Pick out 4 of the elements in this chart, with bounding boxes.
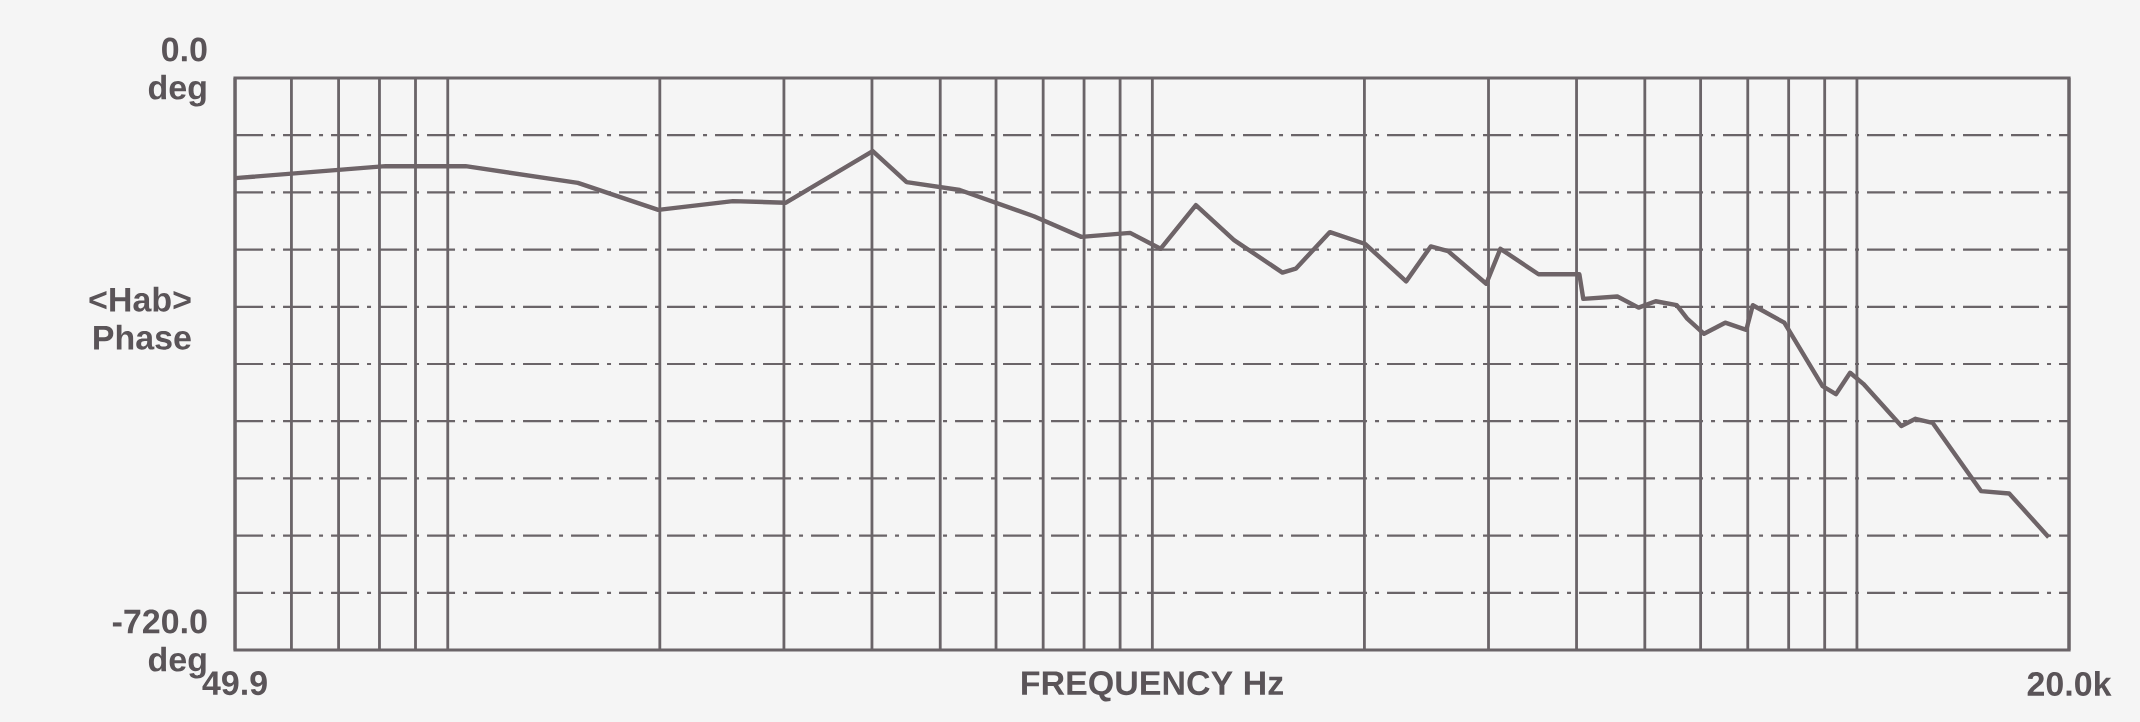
y-axis-title: <Hab> Phase [89, 286, 191, 350]
x-tick-label: 20.0k [2027, 671, 2112, 697]
x-axis-title: FREQUENCY Hz [1022, 671, 1283, 702]
y-tick-label: 0.0 deg [148, 37, 207, 107]
